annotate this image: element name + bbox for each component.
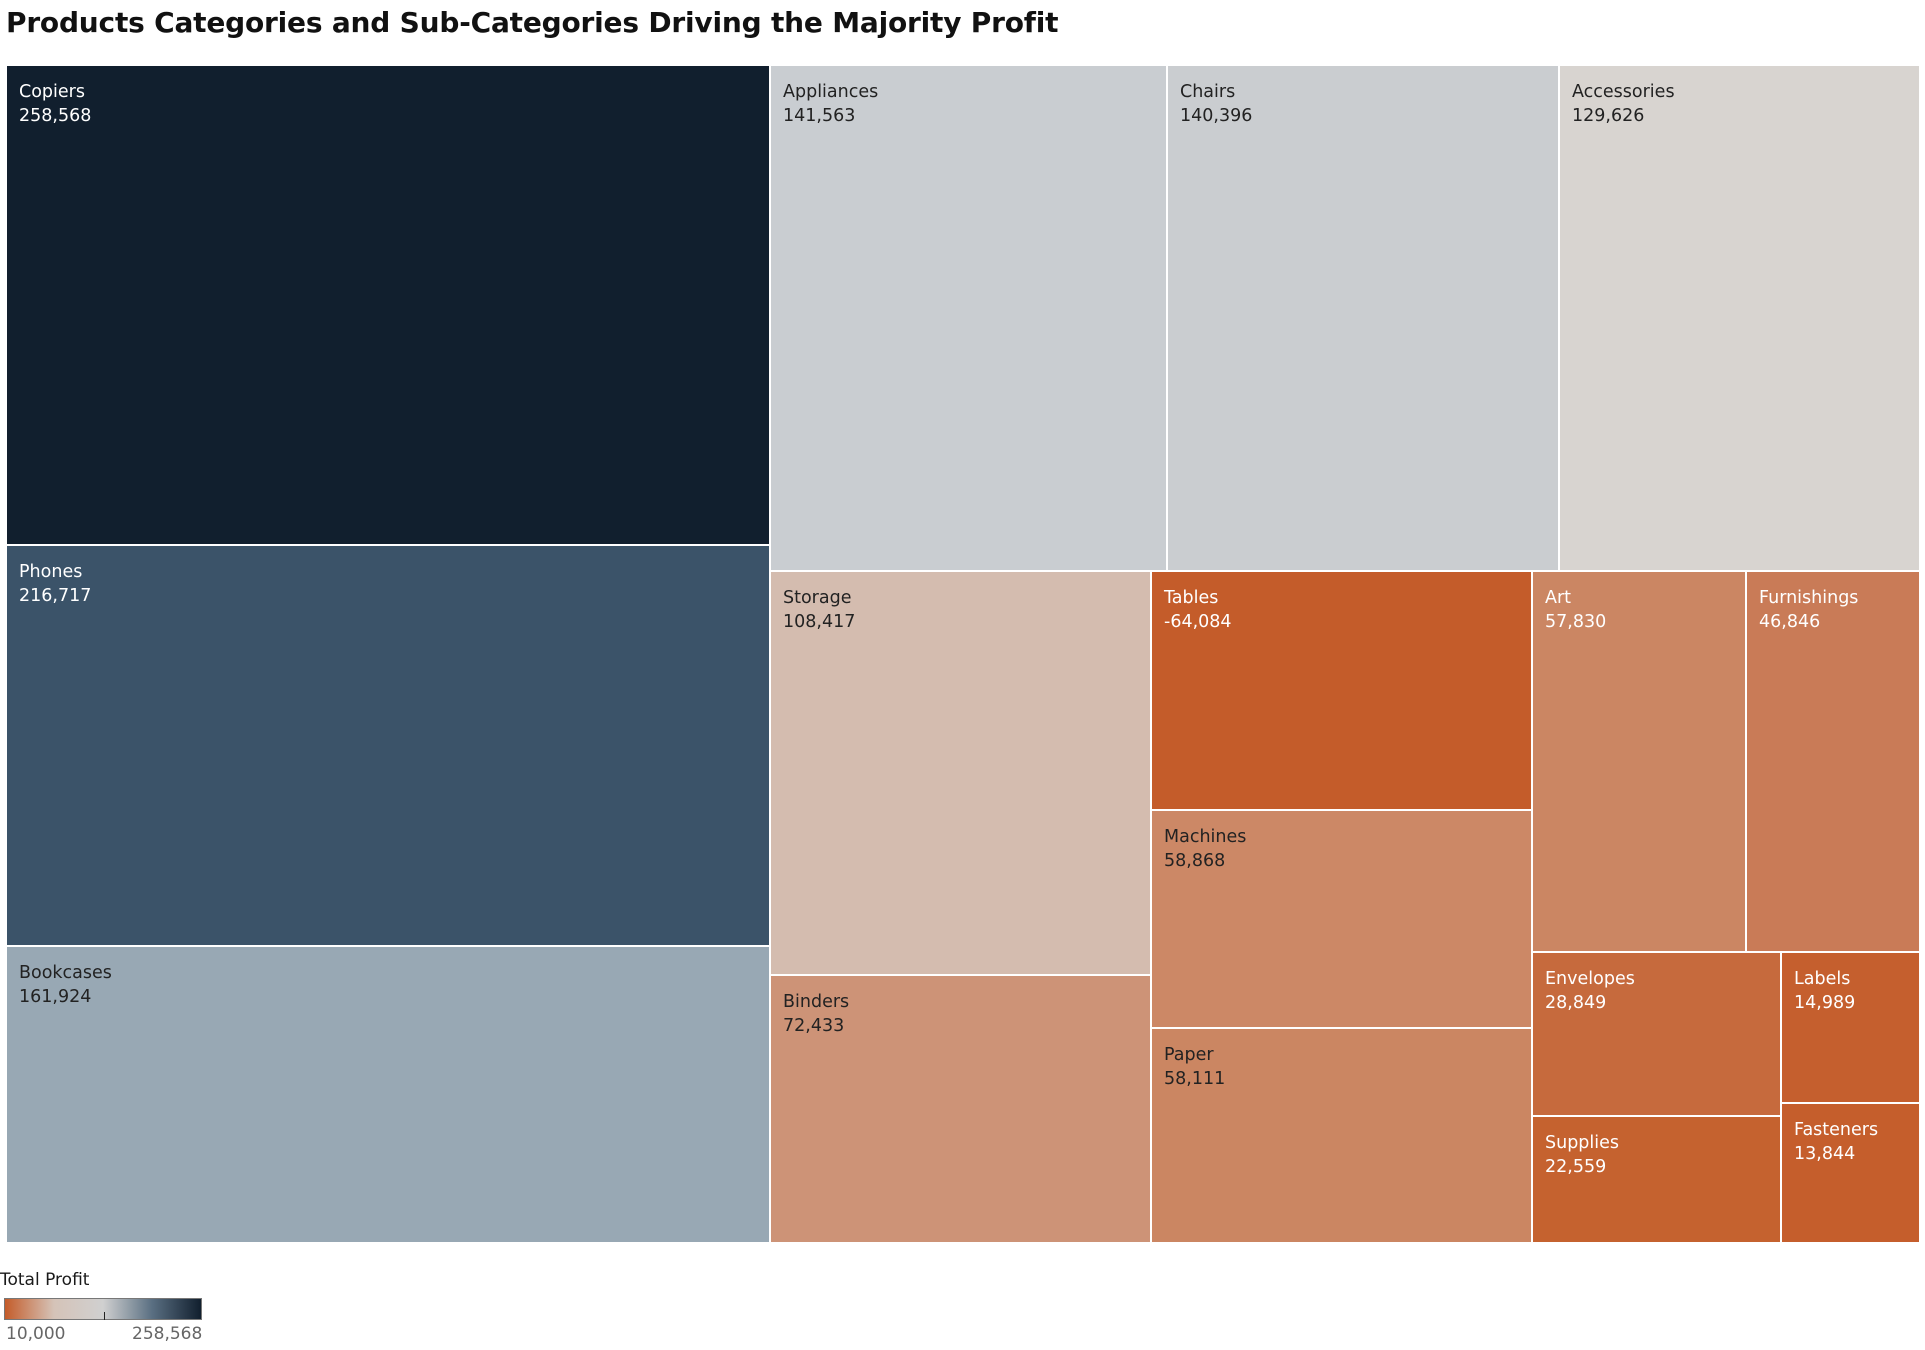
- tile-value: 140,396: [1180, 106, 1253, 126]
- tile-value: 161,924: [19, 987, 92, 1007]
- treemap-tile-chairs[interactable]: Chairs 140,396: [1167, 65, 1559, 571]
- treemap-tile-labels[interactable]: Labels 14,989: [1781, 952, 1920, 1103]
- treemap-tile-phones[interactable]: Phones 216,717: [6, 545, 770, 946]
- tile-value: -64,084: [1164, 612, 1232, 632]
- legend-max-label: 258,568: [132, 1324, 203, 1344]
- tile-label: Phones: [19, 562, 83, 582]
- legend-gradient-bar: [4, 1298, 202, 1320]
- tile-label: Labels: [1794, 969, 1851, 989]
- tile-value: 108,417: [783, 612, 856, 632]
- treemap-tile-supplies[interactable]: Supplies 22,559: [1532, 1116, 1781, 1243]
- tile-label: Fasteners: [1794, 1120, 1879, 1140]
- tile-value: 216,717: [19, 586, 92, 606]
- tile-label: Accessories: [1572, 82, 1675, 102]
- treemap-tile-accessories[interactable]: Accessories 129,626: [1559, 65, 1920, 571]
- chart-title: Products Categories and Sub-Categories D…: [6, 6, 1059, 39]
- treemap-tile-fasteners[interactable]: Fasteners 13,844: [1781, 1103, 1920, 1243]
- treemap-tile-paper[interactable]: Paper 58,111: [1151, 1028, 1532, 1243]
- tile-label: Binders: [783, 992, 850, 1012]
- tile-label: Tables: [1164, 588, 1219, 608]
- tile-label: Storage: [783, 588, 852, 608]
- treemap-tile-machines[interactable]: Machines 58,868: [1151, 810, 1532, 1028]
- legend-title: Total Profit: [0, 1270, 90, 1290]
- tile-value: 28,849: [1545, 993, 1607, 1013]
- tile-label: Chairs: [1180, 82, 1236, 102]
- tile-label: Furnishings: [1759, 588, 1859, 608]
- tile-value: 129,626: [1572, 106, 1645, 126]
- tile-label: Machines: [1164, 827, 1247, 847]
- tile-value: 58,111: [1164, 1069, 1226, 1089]
- treemap-tile-furnishings[interactable]: Furnishings 46,846: [1746, 571, 1920, 952]
- tile-value: 14,989: [1794, 993, 1856, 1013]
- legend-tick-mark: [104, 1312, 105, 1320]
- tile-label: Supplies: [1545, 1133, 1620, 1153]
- legend-min-label: 10,000: [6, 1324, 66, 1344]
- tile-label: Envelopes: [1545, 969, 1635, 989]
- tile-value: 258,568: [19, 106, 92, 126]
- tile-value: 57,830: [1545, 612, 1607, 632]
- treemap-tile-storage[interactable]: Storage 108,417: [770, 571, 1151, 975]
- treemap-tile-bookcases[interactable]: Bookcases 161,924: [6, 946, 770, 1243]
- treemap-tile-binders[interactable]: Binders 72,433: [770, 975, 1151, 1243]
- tile-value: 13,844: [1794, 1144, 1856, 1164]
- treemap-chart: Copiers 258,568 Phones 216,717 Bookcases 161,…: [6, 65, 1920, 1243]
- tile-value: 72,433: [783, 1016, 845, 1036]
- tile-value: 58,868: [1164, 851, 1226, 871]
- tile-label: Copiers: [19, 82, 85, 102]
- tile-value: 22,559: [1545, 1157, 1607, 1177]
- treemap-tile-envelopes[interactable]: Envelopes 28,849: [1532, 952, 1781, 1116]
- tile-label: Paper: [1164, 1045, 1214, 1065]
- tile-value: 141,563: [783, 106, 856, 126]
- tile-value: 46,846: [1759, 612, 1821, 632]
- color-legend: Total Profit 10,000 258,568: [0, 1270, 210, 1345]
- tile-label: Art: [1545, 588, 1572, 608]
- treemap-tile-tables[interactable]: Tables -64,084: [1151, 571, 1532, 810]
- tile-label: Bookcases: [19, 963, 112, 983]
- tile-label: Appliances: [783, 82, 879, 102]
- treemap-tile-appliances[interactable]: Appliances 141,563: [770, 65, 1167, 571]
- treemap-tile-copiers[interactable]: Copiers 258,568: [6, 65, 770, 545]
- treemap-tile-art[interactable]: Art 57,830: [1532, 571, 1746, 952]
